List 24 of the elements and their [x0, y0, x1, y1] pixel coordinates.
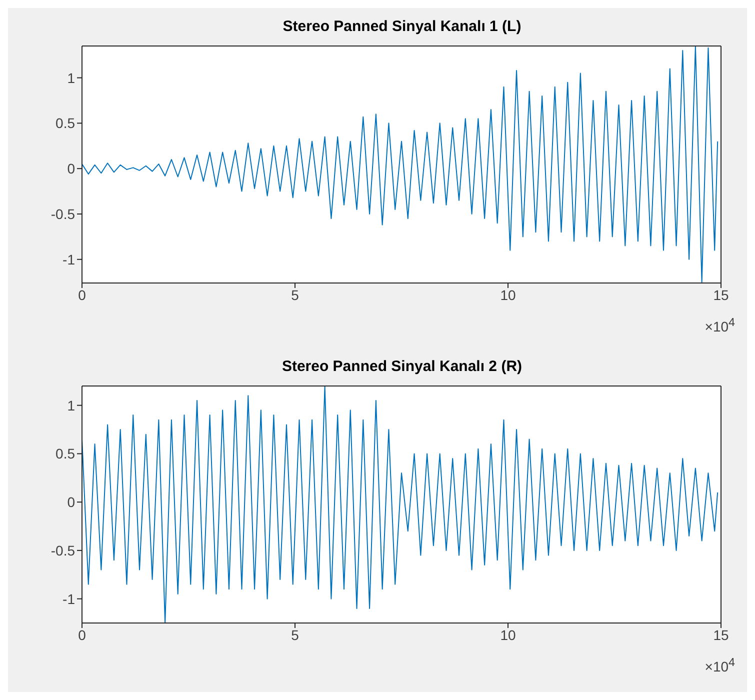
- y-tick-label: 1: [67, 397, 76, 414]
- y-tick-label: 0.5: [56, 446, 76, 462]
- line-series: [82, 386, 718, 623]
- x-tick-label: 10: [500, 286, 516, 303]
- y-tick-label: 0: [67, 160, 76, 177]
- y-tick-label: -0.5: [50, 542, 76, 558]
- y-tick-label: -1: [62, 251, 76, 268]
- chart-title: Stereo Panned Sinyal Kanalı 1 (L): [282, 18, 522, 35]
- chart-title: Stereo Panned Sinyal Kanalı 2 (R): [280, 358, 524, 375]
- x-tick-label: 15: [713, 286, 729, 303]
- line-series: [82, 46, 718, 283]
- x-tick-label: 10: [500, 626, 516, 643]
- x-tick-label: 5: [291, 626, 300, 643]
- text: ×10$^{4}$: [704, 656, 735, 675]
- x-tick-label: 0: [78, 626, 86, 643]
- x-tick-label: 0: [78, 286, 86, 303]
- y-tick-label: 0.5: [56, 115, 76, 132]
- x-tick-label: 15: [713, 626, 729, 643]
- y-tick-label: -1: [62, 590, 76, 607]
- y-tick-label: 0: [67, 494, 76, 510]
- text: ×10$^{4}$: [704, 316, 735, 335]
- y-tick-label: 1: [67, 70, 76, 86]
- y-tick-label: -0.5: [50, 206, 76, 222]
- x-tick-label: 5: [291, 286, 300, 303]
